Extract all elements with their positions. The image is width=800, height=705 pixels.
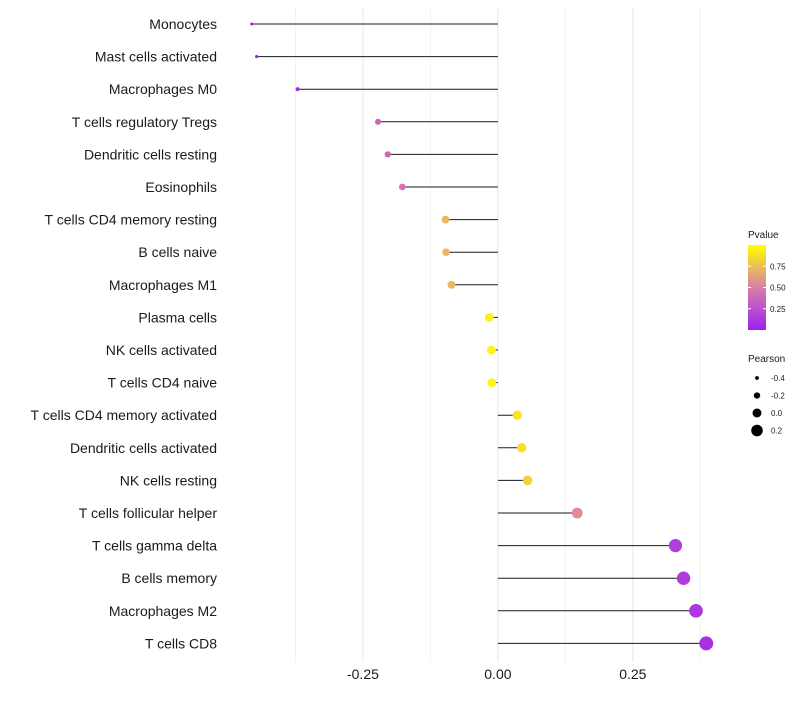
lollipop-point (399, 183, 406, 191)
lollipop-point (384, 151, 391, 158)
color-legend-tick-label: 0.75 (770, 262, 786, 271)
lollipop-point (447, 280, 456, 289)
color-legend-tick-label: 0.25 (770, 305, 786, 314)
category-label: Macrophages M0 (109, 81, 217, 97)
category-label: Macrophages M1 (109, 277, 217, 293)
lollipop-point (375, 118, 382, 125)
plot-layer: Monocytes Mast cells activated Macrophages… (31, 16, 714, 651)
legend-layer: Pvalue 0.25 0.50 0.75 Pearson -0.4 -0.2 0.0 0… (748, 230, 786, 437)
category-label: T cells CD4 memory resting (45, 212, 217, 228)
category-label: Dendritic cells activated (70, 440, 217, 456)
lollipop-point (689, 603, 703, 618)
category-label: Dendritic cells resting (84, 146, 217, 162)
category-label: NK cells activated (106, 342, 217, 358)
x-tick-label: -0.25 (347, 666, 379, 682)
lollipop-point (441, 215, 450, 224)
lollipop-point (442, 248, 450, 257)
size-legend-label: 0.2 (771, 427, 783, 436)
color-legend-bar (748, 245, 766, 330)
category-label: T cells gamma delta (92, 538, 217, 554)
size-legend-key (751, 424, 763, 437)
category-label: Monocytes (149, 16, 217, 32)
lollipop-point (295, 87, 300, 92)
category-label: NK cells resting (120, 472, 217, 488)
x-tick-label: 0.00 (484, 666, 511, 682)
color-legend-tick-label: 0.50 (770, 284, 786, 293)
category-label: T cells CD8 (145, 635, 217, 651)
lollipop-point (255, 55, 259, 59)
category-label: T cells follicular helper (79, 505, 218, 521)
category-label: Plasma cells (138, 309, 217, 325)
lollipop-point (516, 443, 527, 453)
size-legend-keys: -0.4 -0.2 0.0 0.2 (751, 374, 785, 437)
size-legend-key (753, 392, 761, 399)
size-legend-label: -0.2 (771, 392, 785, 401)
lollipop-point (484, 313, 494, 322)
size-legend-label: -0.4 (771, 374, 785, 383)
lollipop-point (676, 571, 691, 585)
lollipop-point (487, 378, 497, 388)
lollipop-point (487, 345, 496, 355)
category-label: B cells naive (138, 244, 217, 260)
size-legend-key (755, 376, 759, 380)
grid-layer (294, 8, 701, 662)
lollipop-point (522, 475, 533, 486)
axis-layer: -0.25 0.00 0.25 (347, 666, 647, 682)
category-label: B cells memory (121, 570, 217, 586)
lollipop-point (668, 538, 683, 553)
color-legend-ticks: 0.25 0.50 0.75 (748, 262, 786, 314)
lollipop-point (512, 410, 523, 420)
color-legend-title: Pvalue (748, 230, 779, 241)
size-legend-key (752, 408, 762, 418)
lollipop-point (250, 22, 254, 26)
size-legend-label: 0.0 (771, 409, 783, 418)
category-label: Macrophages M2 (109, 603, 217, 619)
category-label: T cells CD4 memory activated (31, 407, 217, 423)
lollipop-point (699, 636, 714, 651)
x-tick-label: 0.25 (619, 666, 646, 682)
category-label: T cells regulatory Tregs (72, 114, 217, 130)
lollipop-point (571, 507, 583, 519)
category-label: T cells CD4 naive (108, 375, 218, 391)
size-legend-title: Pearson (748, 354, 785, 365)
category-label: Eosinophils (145, 179, 217, 195)
category-label: Mast cells activated (95, 49, 217, 65)
